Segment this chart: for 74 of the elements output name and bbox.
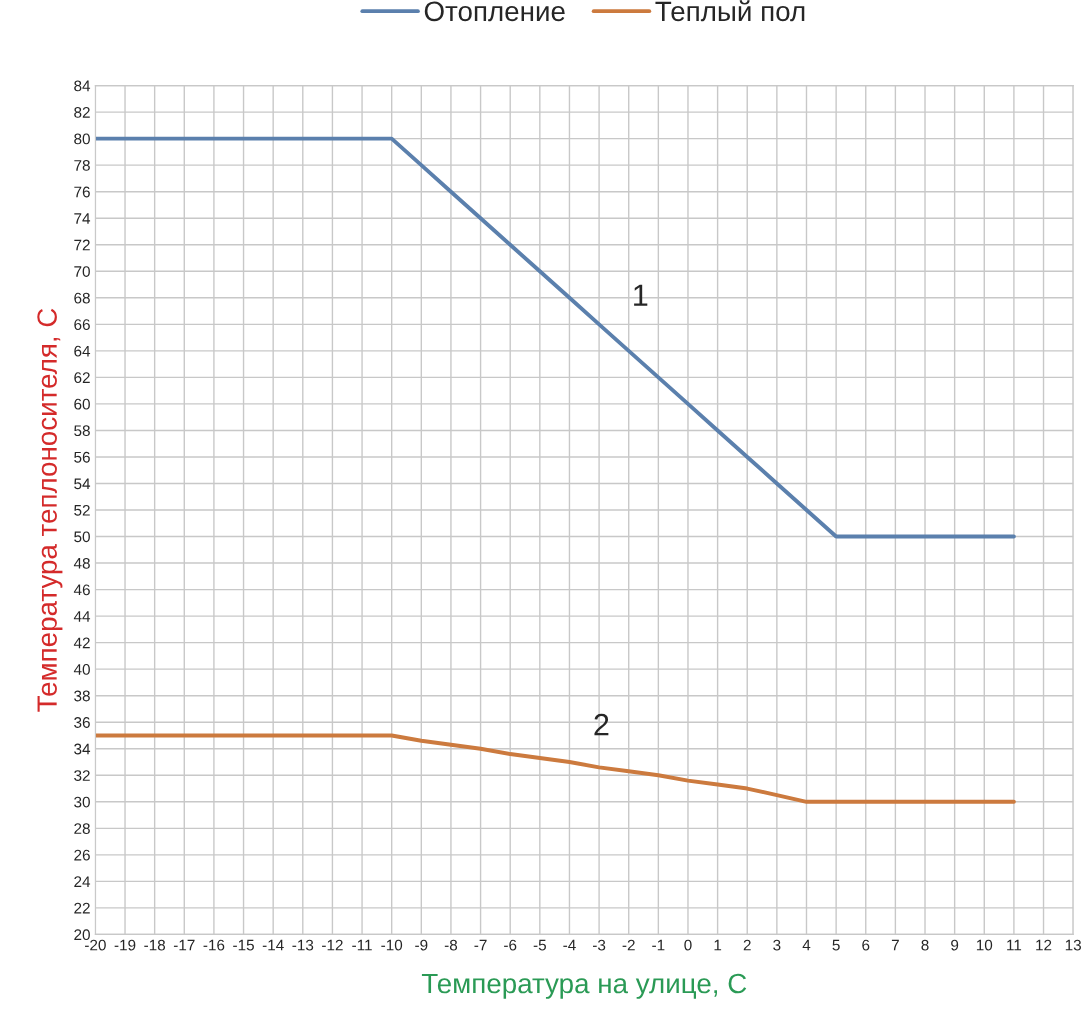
x-tick-label: 5	[832, 939, 840, 951]
x-tick-label: -7	[474, 939, 487, 951]
y-tick-label: 66	[74, 319, 90, 331]
y-tick-label: 58	[74, 425, 90, 437]
y-tick-label: 80	[74, 133, 90, 145]
x-tick-label: -13	[292, 939, 314, 951]
x-tick-label: 0	[684, 939, 692, 951]
x-tick-label: -3	[592, 939, 606, 951]
x-tick-label: -16	[203, 939, 225, 951]
x-tick-label: 6	[862, 939, 870, 951]
y-tick-label: 56	[74, 451, 90, 463]
y-tick-label: 42	[73, 637, 90, 649]
y-axis-title: Температура теплоносителя, С	[37, 308, 63, 712]
y-tick-label: 38	[74, 690, 90, 702]
x-tick-label: 13	[1065, 939, 1081, 951]
x-tick-label: -6	[504, 939, 517, 951]
legend-label: Отопление	[424, 1, 565, 22]
x-tick-label: 4	[802, 939, 811, 951]
y-tick-label: 70	[74, 266, 90, 277]
y-tick-label: 74	[74, 213, 91, 224]
y-tick-label: 24	[74, 876, 91, 887]
x-tick-label: 1	[714, 939, 722, 951]
annotation: 1	[634, 284, 648, 306]
y-tick-label: 76	[74, 186, 90, 198]
x-tick-label: 7	[891, 939, 899, 951]
x-tick-label: -18	[144, 939, 166, 951]
x-tick-label: -11	[352, 939, 372, 951]
y-tick-label: 48	[73, 557, 90, 569]
y-tick-label: 34	[74, 743, 91, 755]
x-tick-label: 11	[1007, 939, 1022, 951]
y-tick-label: 26	[74, 849, 90, 861]
y-tick-label: 28	[74, 823, 90, 835]
y-tick-label: 52	[74, 504, 90, 516]
y-tick-label: 36	[74, 717, 90, 728]
x-tick-label: -15	[233, 939, 254, 951]
x-tick-label: 3	[773, 939, 781, 951]
x-tick-label: -20	[85, 939, 106, 951]
y-tick-label: 30	[74, 796, 90, 808]
x-tick-label: -5	[533, 939, 546, 951]
y-tick-label: 20	[74, 929, 90, 941]
y-tick-label: 50	[74, 531, 90, 543]
legend-label: Теплый пол	[655, 0, 805, 22]
y-tick-label: 60	[74, 398, 90, 410]
y-tick-label: 54	[74, 478, 91, 490]
y-tick-label: 44	[73, 611, 91, 622]
y-tick-label: 84	[74, 80, 91, 92]
x-tick-label: -19	[114, 939, 136, 951]
y-tick-label: 72	[74, 239, 90, 251]
x-tick-label: -1	[652, 939, 665, 951]
y-tick-label: 78	[74, 160, 90, 171]
annotation: 2	[594, 713, 609, 736]
x-tick-label: -10	[381, 939, 403, 951]
x-tick-label: -8	[444, 939, 458, 951]
x-tick-label: -14	[262, 939, 284, 951]
x-tick-label: 12	[1036, 939, 1052, 951]
x-tick-label: -2	[622, 939, 635, 951]
x-tick-label: -4	[563, 939, 576, 951]
x-tick-label: -9	[415, 939, 428, 951]
x-axis-title: Температура на улице, С	[421, 973, 747, 999]
y-tick-label: 62	[74, 372, 90, 384]
x-tick-label: 2	[743, 939, 751, 951]
x-tick-label: 10	[976, 939, 993, 951]
y-tick-label: 22	[74, 902, 90, 914]
y-tick-label: 64	[74, 345, 91, 357]
line-series	[95, 136, 1016, 539]
y-tick-label: 82	[74, 106, 90, 118]
y-tick-label: 40	[73, 664, 90, 675]
y-tick-label: 68	[74, 292, 90, 304]
x-tick-label: 9	[951, 939, 959, 951]
x-tick-label: -12	[322, 939, 343, 951]
y-tick-label: 32	[74, 770, 90, 781]
x-tick-label: 8	[921, 939, 929, 951]
y-tick-label: 46	[73, 584, 90, 596]
x-tick-label: -17	[173, 939, 195, 951]
